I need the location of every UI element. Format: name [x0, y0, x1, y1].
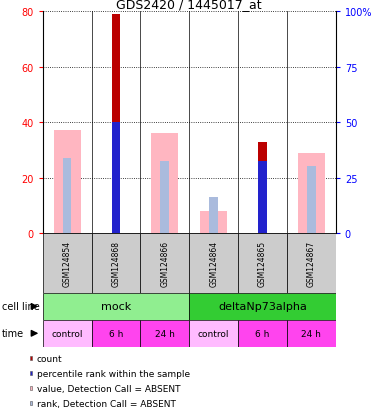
Bar	[92, 320, 140, 347]
Bar	[209, 197, 218, 233]
Bar	[160, 161, 169, 233]
Bar	[30, 387, 32, 390]
Bar	[63, 159, 72, 233]
Bar	[189, 233, 238, 293]
Bar	[238, 233, 287, 293]
Bar	[189, 293, 336, 320]
Text: deltaNp73alpha: deltaNp73alpha	[218, 301, 307, 312]
Bar	[287, 320, 336, 347]
Text: cell line: cell line	[2, 301, 40, 312]
Bar	[54, 131, 81, 233]
Bar	[43, 293, 189, 320]
Bar	[258, 161, 267, 233]
Text: GSM124866: GSM124866	[160, 240, 169, 286]
Text: GSM124868: GSM124868	[111, 240, 121, 286]
Text: 24 h: 24 h	[301, 329, 321, 338]
Text: count: count	[37, 354, 62, 363]
Bar	[140, 233, 189, 293]
Bar	[92, 233, 140, 293]
Text: 6 h: 6 h	[255, 329, 270, 338]
Text: control: control	[51, 329, 83, 338]
Text: GSM124867: GSM124867	[307, 240, 316, 286]
Bar	[238, 320, 287, 347]
Title: GDS2420 / 1445017_at: GDS2420 / 1445017_at	[116, 0, 262, 11]
Bar	[287, 233, 336, 293]
Bar	[307, 167, 316, 233]
Text: GSM124864: GSM124864	[209, 240, 218, 286]
Text: GSM124865: GSM124865	[258, 240, 267, 286]
Text: 6 h: 6 h	[109, 329, 123, 338]
Bar	[30, 401, 32, 406]
Bar	[151, 134, 178, 233]
Text: mock: mock	[101, 301, 131, 312]
Bar	[140, 320, 189, 347]
Bar	[43, 233, 92, 293]
Text: rank, Detection Call = ABSENT: rank, Detection Call = ABSENT	[37, 399, 175, 408]
Bar	[258, 142, 267, 233]
Bar	[200, 211, 227, 233]
Text: GSM124854: GSM124854	[63, 240, 72, 286]
Bar	[298, 153, 325, 233]
Bar	[30, 372, 32, 375]
Bar	[112, 123, 120, 233]
Text: time: time	[2, 328, 24, 339]
Text: control: control	[198, 329, 229, 338]
Bar	[189, 320, 238, 347]
Text: value, Detection Call = ABSENT: value, Detection Call = ABSENT	[37, 384, 180, 393]
Text: 24 h: 24 h	[155, 329, 175, 338]
Bar	[43, 320, 92, 347]
Text: percentile rank within the sample: percentile rank within the sample	[37, 369, 190, 378]
Bar	[30, 356, 32, 361]
Bar	[112, 15, 120, 233]
